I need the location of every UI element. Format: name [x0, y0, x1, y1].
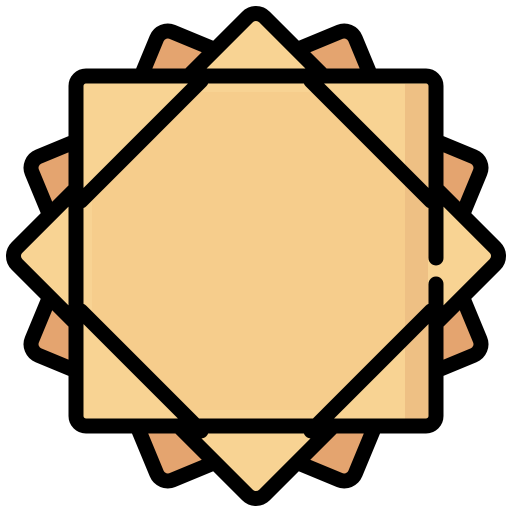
- diamond-overlay-lines: [73, 73, 439, 439]
- front-square: [68, 68, 444, 434]
